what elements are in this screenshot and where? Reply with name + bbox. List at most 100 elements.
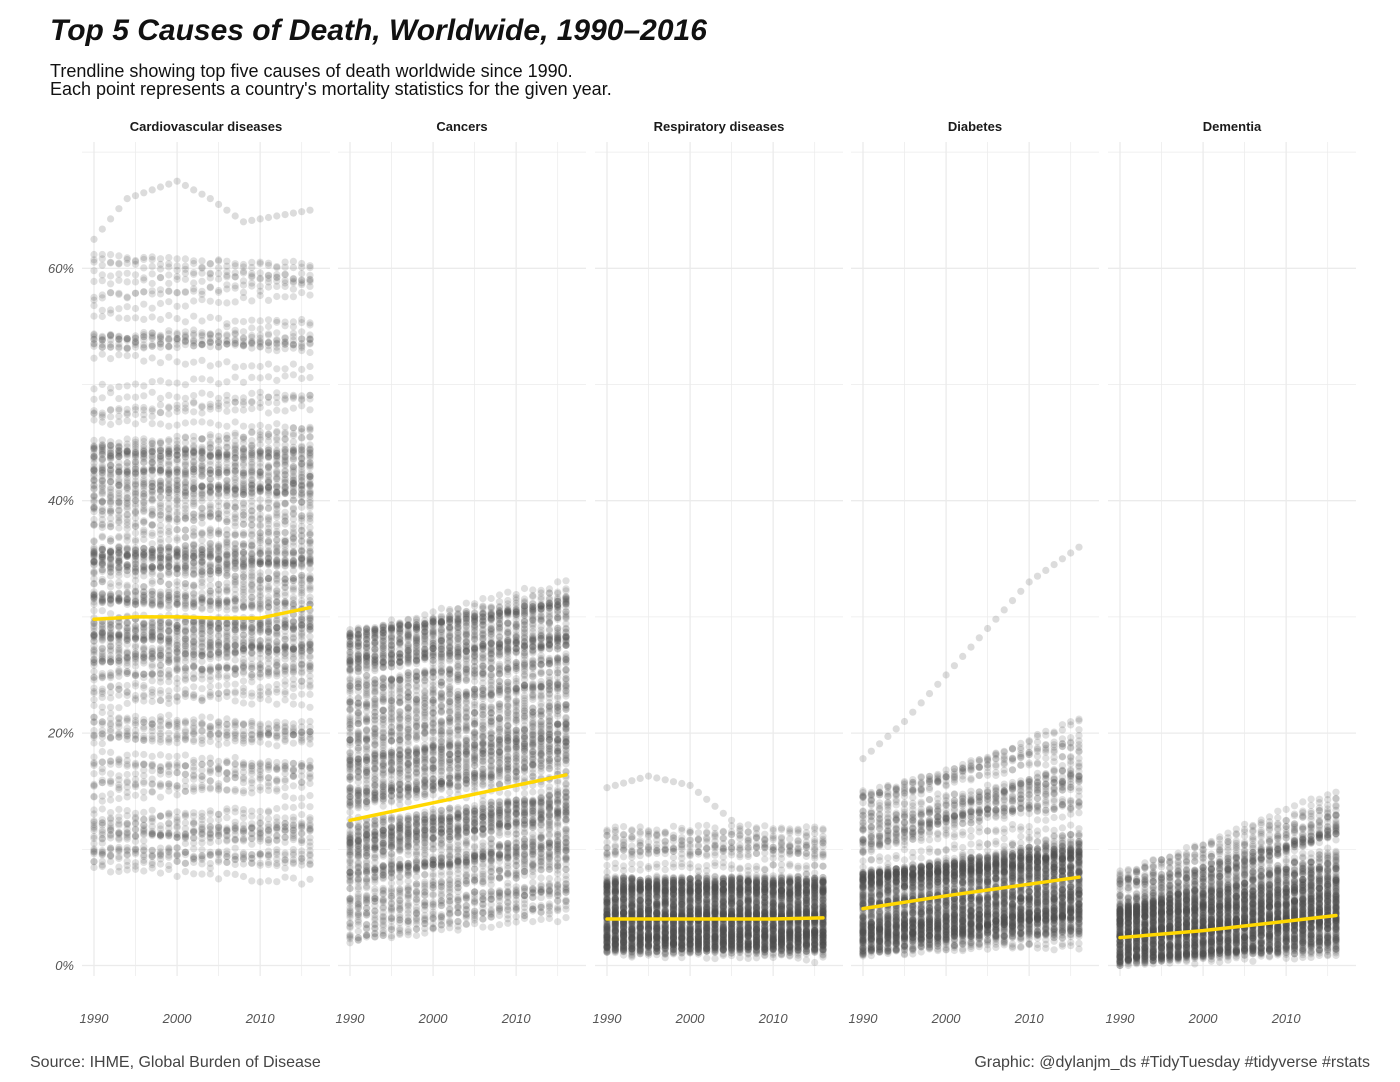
data-point xyxy=(281,652,289,660)
data-point xyxy=(90,258,98,266)
data-point xyxy=(173,526,181,534)
data-point xyxy=(123,779,131,787)
data-point xyxy=(231,769,239,777)
data-point xyxy=(156,487,165,495)
data-point xyxy=(306,641,314,649)
data-point xyxy=(306,362,314,371)
data-point xyxy=(165,861,173,870)
data-point xyxy=(248,467,256,475)
facet-label: Cancers xyxy=(436,119,487,134)
data-point xyxy=(115,854,123,863)
data-point xyxy=(90,781,98,790)
data-point xyxy=(165,761,173,770)
data-point xyxy=(198,435,206,443)
data-point xyxy=(248,282,256,290)
outlier-point xyxy=(273,212,281,220)
data-point xyxy=(190,375,198,383)
data-point xyxy=(256,421,264,429)
data-point xyxy=(98,306,106,314)
data-point xyxy=(264,584,273,593)
data-point xyxy=(223,720,231,728)
data-point xyxy=(123,567,131,575)
data-point xyxy=(215,673,223,681)
data-point xyxy=(173,667,181,675)
data-point xyxy=(90,673,98,681)
data-point xyxy=(223,407,231,415)
data-point xyxy=(98,685,106,693)
data-point xyxy=(165,510,173,518)
data-point xyxy=(148,720,156,728)
data-point xyxy=(181,439,189,447)
data-point xyxy=(264,330,273,338)
data-point xyxy=(256,622,264,630)
data-point xyxy=(165,254,173,262)
data-point xyxy=(98,597,106,605)
data-point xyxy=(256,362,264,371)
data-point xyxy=(206,552,214,560)
data-point xyxy=(306,374,314,382)
data-point xyxy=(181,675,189,683)
data-point xyxy=(264,861,273,869)
data-point xyxy=(198,671,206,679)
data-point xyxy=(273,343,281,351)
data-point xyxy=(98,674,106,682)
data-point xyxy=(248,789,256,797)
outlier-point xyxy=(289,209,297,217)
data-point xyxy=(131,523,140,531)
data-point xyxy=(123,656,131,664)
data-point xyxy=(273,365,281,373)
data-point xyxy=(298,562,306,570)
data-point xyxy=(165,563,173,571)
data-point xyxy=(156,290,165,298)
data-point xyxy=(165,457,173,465)
outlier-point xyxy=(107,215,115,223)
data-point xyxy=(98,553,106,561)
data-point xyxy=(198,466,206,474)
data-point xyxy=(231,649,239,657)
data-point xyxy=(198,486,206,495)
data-point xyxy=(298,738,306,746)
data-point xyxy=(165,263,173,271)
outlier-point xyxy=(190,186,198,194)
data-point xyxy=(98,561,106,569)
data-point xyxy=(98,482,106,490)
data-point xyxy=(90,607,98,615)
data-point xyxy=(223,510,231,518)
data-point xyxy=(90,622,98,630)
data-point xyxy=(90,484,98,492)
data-point xyxy=(156,572,165,581)
outlier-point xyxy=(115,205,123,213)
data-point xyxy=(123,521,131,529)
data-point xyxy=(298,664,306,672)
data-point xyxy=(107,547,115,556)
data-point xyxy=(273,399,281,407)
data-point xyxy=(281,435,289,443)
data-point xyxy=(306,331,314,339)
data-point xyxy=(256,688,264,696)
data-point xyxy=(98,343,106,351)
data-point xyxy=(123,727,131,735)
data-point xyxy=(223,739,231,747)
outlier-point xyxy=(173,177,181,185)
data-point xyxy=(181,489,189,497)
data-point xyxy=(165,810,173,818)
data-point xyxy=(123,636,131,644)
data-point xyxy=(264,779,273,787)
data-point xyxy=(223,464,231,472)
data-point xyxy=(273,434,281,442)
data-point xyxy=(306,461,314,469)
data-point xyxy=(90,732,98,740)
data-point xyxy=(223,299,231,307)
data-point xyxy=(239,341,248,349)
data-point xyxy=(123,345,131,353)
data-point xyxy=(223,847,231,855)
data-point xyxy=(256,468,264,476)
data-point xyxy=(173,534,181,542)
data-point xyxy=(98,632,106,641)
subtitle-line-2: Each point represents a country's mortal… xyxy=(50,80,612,98)
data-point xyxy=(239,422,248,430)
data-point xyxy=(273,316,281,325)
data-point xyxy=(190,787,198,795)
outlier-point xyxy=(239,218,248,226)
data-point xyxy=(98,533,106,541)
